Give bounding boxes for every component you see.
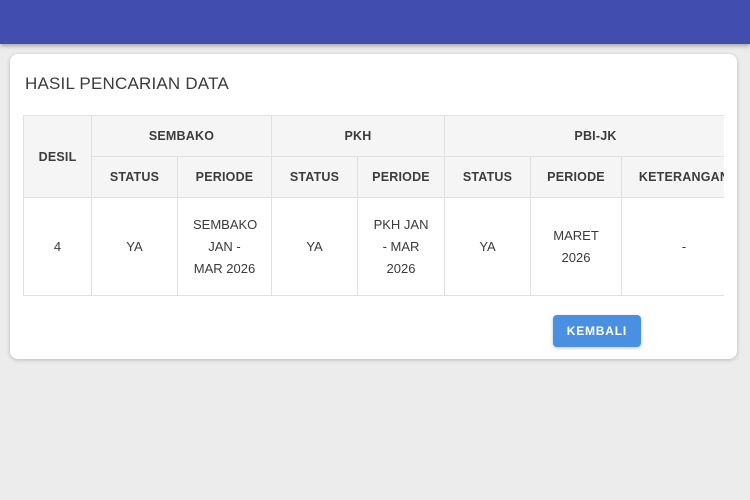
cell-keterangan: - [621, 197, 724, 296]
table-sub-header-row: STATUS PERIODE STATUS PERIODE STATUS PER… [24, 156, 724, 198]
cell-sembako-status: YA [91, 197, 178, 296]
col-header-pbijk-periode: PERIODE [530, 156, 623, 198]
col-header-pkh-periode: PERIODE [357, 156, 446, 198]
col-header-keterangan: KETERANGAN [621, 156, 724, 198]
col-header-sembako-periode: PERIODE [176, 156, 273, 198]
cell-pkh-periode: PKH JAN - MAR 2026 [357, 197, 446, 296]
app-header-bar [0, 0, 750, 44]
search-results-card: HASIL PENCARIAN DATA DESIL SEMBAKO PKH P… [10, 54, 737, 359]
col-group-pkh: PKH [271, 115, 446, 157]
results-table: DESIL SEMBAKO PKH PBI-JK STATUS PERIODE … [23, 115, 724, 296]
cell-pbijk-periode: MARET 2026 [530, 197, 623, 296]
results-table-container: DESIL SEMBAKO PKH PBI-JK STATUS PERIODE … [23, 115, 724, 296]
cell-pkh-status: YA [271, 197, 359, 296]
col-group-sembako: SEMBAKO [90, 115, 273, 157]
col-header-pbijk-status: STATUS [444, 156, 532, 198]
cell-desil: 4 [23, 197, 92, 296]
table-group-header-row: DESIL SEMBAKO PKH PBI-JK [23, 115, 724, 198]
col-header-pkh-status: STATUS [271, 156, 359, 198]
cell-pbijk-status: YA [444, 197, 532, 296]
kembali-button[interactable]: KEMBALI [552, 315, 641, 347]
card-actions: KEMBALI [23, 315, 724, 347]
col-group-pbi-jk: PBI-JK [444, 115, 724, 157]
table-row: 4 YA SEMBAKO JAN - MAR 2026 YA PKH JAN -… [23, 197, 724, 296]
page-title: HASIL PENCARIAN DATA [25, 74, 229, 93]
cell-sembako-periode: SEMBAKO JAN - MAR 2026 [176, 197, 273, 296]
col-header-sembako-status: STATUS [91, 156, 178, 198]
col-header-desil: DESIL [23, 115, 92, 198]
